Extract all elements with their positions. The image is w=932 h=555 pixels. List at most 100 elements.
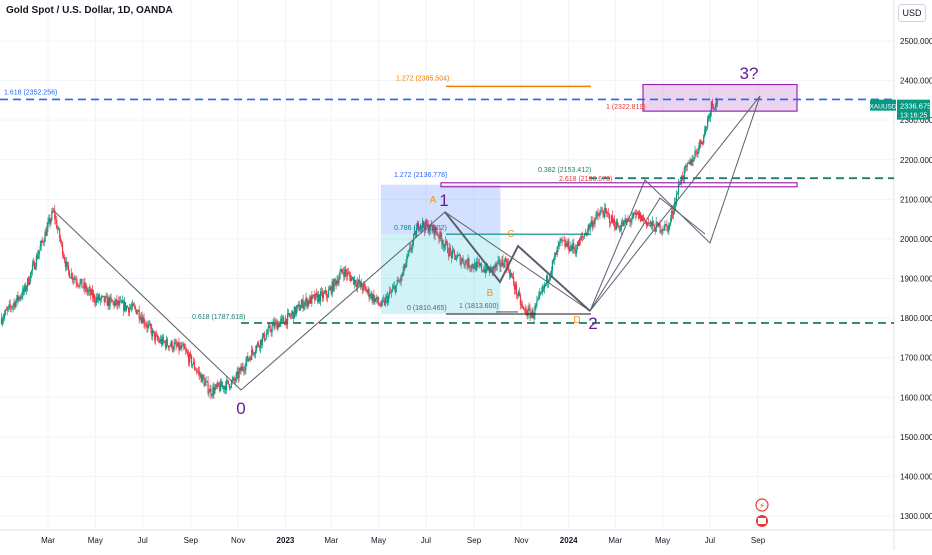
candle-body [415, 231, 417, 237]
candle-body [664, 224, 666, 230]
candle-body [246, 356, 248, 362]
candle-body [76, 282, 78, 285]
candle-body [608, 213, 610, 215]
candle-body [10, 306, 12, 308]
y-tick-label: 2200.000 [900, 156, 932, 165]
y-tick-label: 1300.000 [900, 512, 932, 521]
candle-body [649, 221, 651, 223]
currency-button[interactable]: USD [898, 4, 926, 22]
candle-body [230, 380, 232, 388]
candle-body [247, 356, 249, 361]
candle-body [336, 280, 338, 285]
candle-body [463, 263, 465, 266]
target-zone-box[interactable] [642, 83, 798, 112]
candle-body [49, 218, 51, 224]
candle-body [237, 371, 239, 378]
candle-body [643, 218, 646, 221]
candle-body [138, 310, 140, 319]
candle-body [639, 212, 641, 219]
candle-body [99, 298, 101, 301]
candle-body [285, 318, 287, 325]
candle-body [677, 184, 680, 194]
candle-body [140, 317, 142, 320]
candle-body [521, 304, 523, 307]
candle-body [416, 223, 419, 229]
fib-level-1272-purple[interactable] [440, 182, 798, 188]
y-tick-label: 2500.000 [900, 37, 932, 46]
candle-body [126, 306, 129, 308]
candle-body [421, 221, 424, 228]
candle-body [401, 275, 403, 276]
candle-body [211, 395, 213, 396]
candle-body [593, 222, 595, 224]
candle-body [2, 317, 4, 321]
candle-body [708, 116, 711, 118]
candle-body [556, 246, 558, 255]
candle-body [280, 319, 282, 323]
candle-body [480, 263, 482, 266]
candle-body [146, 325, 148, 328]
candle-body [365, 287, 367, 293]
candle-body [334, 278, 336, 281]
candle-body [78, 285, 80, 287]
candle-body [153, 330, 155, 332]
abcd-path [444, 211, 591, 312]
candle-body [108, 298, 110, 307]
candle-body [267, 327, 269, 333]
candle-body [434, 227, 436, 236]
candle-body [86, 286, 88, 293]
candle-body [158, 340, 161, 343]
candle-body [339, 272, 341, 278]
candle-body [351, 277, 354, 278]
candle-body [530, 313, 532, 318]
candle-body [714, 106, 716, 109]
candle-body [1, 320, 4, 324]
candle-body [545, 275, 548, 284]
candle-body [208, 391, 210, 394]
candle-body [329, 287, 331, 290]
candle-body [155, 334, 157, 341]
fib-zone-teal [380, 234, 501, 314]
lightning-event-icon[interactable] [755, 498, 769, 512]
candle-body [475, 262, 477, 271]
candle-body [232, 377, 234, 380]
candle-body [633, 213, 635, 215]
candle-body [675, 193, 678, 205]
candle-body [328, 289, 330, 291]
candle-body [636, 212, 638, 214]
candle-body [187, 352, 189, 355]
candle-body [692, 159, 694, 162]
candle-body [193, 361, 196, 369]
candle-body [195, 370, 198, 372]
candle-body [548, 278, 551, 280]
x-tick-label: May [371, 536, 386, 545]
candle-body [75, 279, 77, 283]
candle-body [688, 162, 690, 164]
candle-body [320, 291, 323, 293]
candle-body [362, 283, 364, 291]
candle-body [524, 308, 526, 310]
candle-body [201, 375, 203, 383]
candle-body [223, 386, 226, 390]
candle-body [315, 293, 317, 301]
x-tick-label: Mar [324, 536, 338, 545]
candle-body [631, 218, 633, 221]
x-tick-label: Jul [705, 536, 715, 545]
candle-body [658, 223, 660, 227]
candle-body [266, 332, 268, 335]
candle-body [557, 245, 559, 247]
candle-body [186, 350, 188, 353]
fib-zone-blue [380, 184, 501, 235]
candle-body [390, 291, 392, 293]
candle-body [375, 298, 377, 300]
candle-body [611, 215, 614, 223]
candle-body [579, 238, 582, 240]
candle-body [252, 349, 254, 352]
candle-body [693, 158, 695, 162]
candle-body [538, 294, 540, 299]
candle-body [534, 306, 536, 315]
candle-body [536, 300, 538, 306]
candle-body [168, 345, 170, 348]
